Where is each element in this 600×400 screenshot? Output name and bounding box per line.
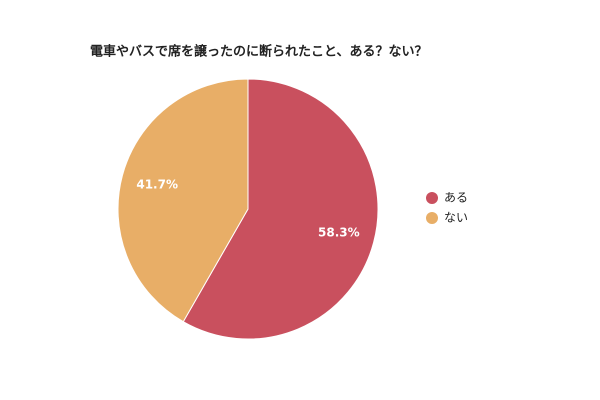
- pie-slice: [117, 78, 249, 323]
- legend-label: ない: [444, 211, 468, 225]
- legend-label: ある: [444, 191, 468, 205]
- pie-slice: [182, 78, 379, 340]
- data-label: 41.7%: [136, 177, 178, 191]
- chart-title: 電車やバスで席を譲ったのに断られたこと、ある？ない？: [90, 44, 427, 60]
- legend-marker: [426, 212, 438, 224]
- legend-marker: [426, 192, 438, 204]
- data-label: 58.3%: [318, 226, 360, 240]
